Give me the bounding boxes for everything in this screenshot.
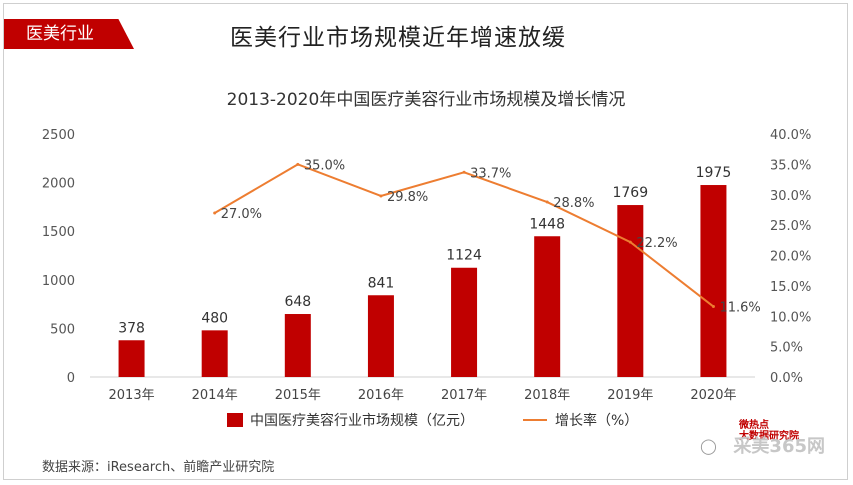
bar-value-label: 480 bbox=[201, 310, 228, 326]
bar bbox=[118, 340, 145, 377]
x-tick-label: 2014年 bbox=[192, 388, 238, 403]
bar-value-label: 1769 bbox=[612, 185, 648, 201]
bar bbox=[284, 314, 311, 377]
x-tick-label: 2013年 bbox=[109, 388, 155, 403]
watermark-site: 采美365网 bbox=[733, 436, 825, 457]
legend-bar-label: 中国医疗美容行业市场规模（亿元） bbox=[250, 412, 474, 429]
growth-point bbox=[628, 240, 632, 244]
source-note: 数据来源：iResearch、前瞻产业研究院 bbox=[42, 460, 275, 475]
growth-point bbox=[462, 170, 466, 174]
bar-value-label: 1448 bbox=[529, 216, 565, 232]
bar-value-label: 1975 bbox=[696, 165, 732, 181]
bar bbox=[700, 185, 727, 377]
y-right-tick-label: 40.0% bbox=[770, 128, 811, 143]
growth-value-label: 11.6% bbox=[719, 301, 760, 316]
bar bbox=[201, 330, 228, 377]
watermark-logo-text: 微热点 bbox=[739, 420, 769, 431]
bar-value-label: 378 bbox=[118, 320, 145, 336]
growth-value-label: 29.8% bbox=[387, 190, 428, 205]
growth-value-label: 35.0% bbox=[304, 158, 345, 173]
bar bbox=[534, 236, 561, 377]
y-right-tick-label: 30.0% bbox=[770, 189, 811, 204]
y-right-tick-label: 25.0% bbox=[770, 219, 811, 234]
growth-value-label: 27.0% bbox=[221, 207, 262, 222]
x-tick-label: 2016年 bbox=[358, 388, 404, 403]
growth-point bbox=[545, 200, 549, 204]
y-left-tick-label: 2500 bbox=[42, 128, 75, 143]
x-tick-label: 2017年 bbox=[441, 388, 487, 403]
x-tick-label: 2020年 bbox=[690, 388, 736, 403]
growth-value-label: 33.7% bbox=[470, 166, 511, 181]
watermark-logo: 微热点 大数据研究院 bbox=[739, 420, 799, 442]
y-left-tick-label: 1000 bbox=[42, 274, 75, 289]
growth-point bbox=[379, 194, 383, 198]
y-right-tick-label: 15.0% bbox=[770, 280, 811, 295]
industry-tag: 医美行业 bbox=[4, 19, 134, 49]
bar-value-label: 841 bbox=[368, 275, 395, 291]
x-tick-label: 2019年 bbox=[607, 388, 653, 403]
y-left-tick-label: 0 bbox=[67, 371, 75, 386]
x-tick-label: 2015年 bbox=[275, 388, 321, 403]
growth-value-label: 22.2% bbox=[636, 236, 677, 251]
legend-line-label: 增长率（%） bbox=[555, 412, 638, 429]
bar bbox=[617, 205, 644, 377]
bar bbox=[451, 267, 478, 377]
x-tick-label: 2018年 bbox=[524, 388, 570, 403]
y-right-tick-label: 5.0% bbox=[770, 341, 803, 356]
y-right-tick-label: 20.0% bbox=[770, 250, 811, 265]
growth-point bbox=[711, 305, 715, 309]
growth-point bbox=[296, 162, 300, 166]
legend-bar-swatch bbox=[227, 413, 243, 427]
growth-value-label: 28.8% bbox=[553, 196, 594, 211]
bar-value-label: 1124 bbox=[446, 248, 482, 264]
growth-point bbox=[213, 211, 217, 215]
chart-title: 2013-2020年中国医疗美容行业市场规模及增长情况 bbox=[227, 90, 626, 110]
page-headline: 医美行业市场规模近年增速放缓 bbox=[230, 25, 566, 51]
bar-value-label: 648 bbox=[284, 294, 311, 310]
wechat-icon: ◯ bbox=[700, 437, 717, 455]
y-right-tick-label: 35.0% bbox=[770, 158, 811, 173]
bar bbox=[367, 295, 394, 377]
y-right-tick-label: 0.0% bbox=[770, 371, 803, 386]
watermark-logo-sub: 大数据研究院 bbox=[739, 431, 799, 442]
y-left-tick-label: 2000 bbox=[42, 177, 75, 192]
y-left-tick-label: 500 bbox=[50, 322, 75, 337]
y-left-tick-label: 1500 bbox=[42, 225, 75, 240]
y-right-tick-label: 10.0% bbox=[770, 310, 811, 325]
